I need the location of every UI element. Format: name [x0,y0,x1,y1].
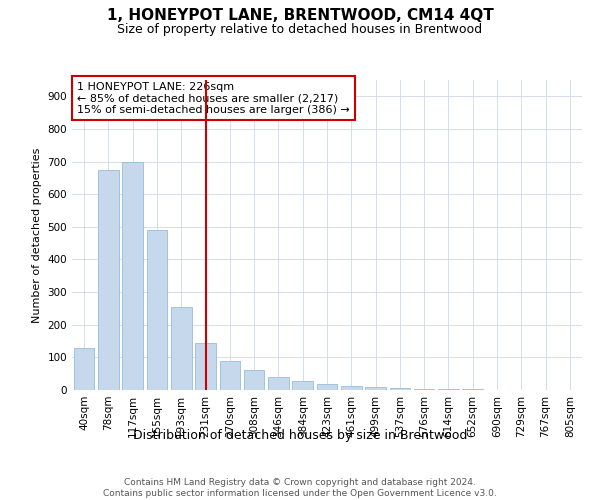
Bar [438,389,459,390]
Y-axis label: Number of detached properties: Number of detached properties [32,148,42,322]
Bar [74,348,94,390]
Text: 1, HONEYPOT LANE, BRENTWOOD, CM14 4QT: 1, HONEYPOT LANE, BRENTWOOD, CM14 4QT [107,8,493,22]
Bar [317,384,337,390]
Bar [268,377,289,390]
Bar [220,360,240,390]
Bar [365,388,386,390]
Bar [171,307,191,390]
Text: Size of property relative to detached houses in Brentwood: Size of property relative to detached ho… [118,22,482,36]
Bar [244,370,265,390]
Bar [341,386,362,390]
Bar [414,388,434,390]
Bar [389,388,410,390]
Text: Contains HM Land Registry data © Crown copyright and database right 2024.
Contai: Contains HM Land Registry data © Crown c… [103,478,497,498]
Bar [292,381,313,390]
Text: Distribution of detached houses by size in Brentwood: Distribution of detached houses by size … [133,428,467,442]
Bar [122,162,143,390]
Bar [146,230,167,390]
Text: 1 HONEYPOT LANE: 226sqm
← 85% of detached houses are smaller (2,217)
15% of semi: 1 HONEYPOT LANE: 226sqm ← 85% of detache… [77,82,350,115]
Bar [195,342,216,390]
Bar [98,170,119,390]
